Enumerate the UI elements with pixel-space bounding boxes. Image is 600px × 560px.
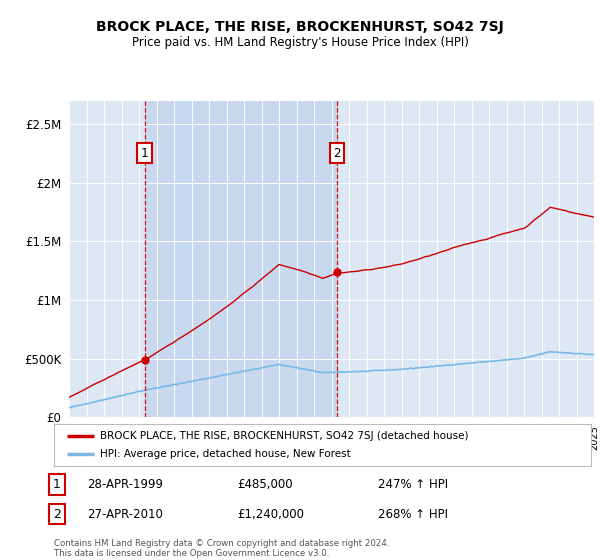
Bar <box>145 101 337 417</box>
Text: £485,000: £485,000 <box>237 478 293 491</box>
Text: 1: 1 <box>141 147 148 160</box>
Text: 27-APR-2010: 27-APR-2010 <box>87 507 163 521</box>
Text: 28-APR-1999: 28-APR-1999 <box>87 478 163 491</box>
Text: 2: 2 <box>53 507 61 521</box>
Text: 1: 1 <box>53 478 61 491</box>
Text: 268% ↑ HPI: 268% ↑ HPI <box>378 507 448 521</box>
Text: Contains HM Land Registry data © Crown copyright and database right 2024.
This d: Contains HM Land Registry data © Crown c… <box>54 539 389 558</box>
Text: BROCK PLACE, THE RISE, BROCKENHURST, SO42 7SJ (detached house): BROCK PLACE, THE RISE, BROCKENHURST, SO4… <box>100 431 468 441</box>
Text: 247% ↑ HPI: 247% ↑ HPI <box>378 478 448 491</box>
Text: Price paid vs. HM Land Registry's House Price Index (HPI): Price paid vs. HM Land Registry's House … <box>131 36 469 49</box>
Text: £1,240,000: £1,240,000 <box>237 507 304 521</box>
Text: 2: 2 <box>334 147 341 160</box>
Text: HPI: Average price, detached house, New Forest: HPI: Average price, detached house, New … <box>100 449 350 459</box>
Text: BROCK PLACE, THE RISE, BROCKENHURST, SO42 7SJ: BROCK PLACE, THE RISE, BROCKENHURST, SO4… <box>96 20 504 34</box>
